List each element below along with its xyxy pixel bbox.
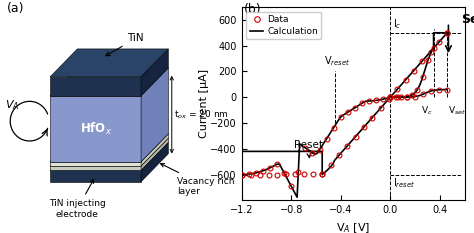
Y-axis label: Current [μA]: Current [μA]	[199, 69, 209, 138]
Polygon shape	[50, 96, 141, 162]
Text: I$_{reset}$: I$_{reset}$	[393, 177, 415, 190]
Text: (b): (b)	[244, 3, 262, 17]
Text: I$_c$: I$_c$	[393, 17, 401, 31]
Text: Reset: Reset	[294, 140, 323, 158]
Text: HfO$_x$: HfO$_x$	[80, 121, 111, 137]
Polygon shape	[141, 134, 168, 166]
Polygon shape	[50, 134, 168, 162]
Polygon shape	[141, 142, 168, 182]
Polygon shape	[50, 138, 168, 166]
Polygon shape	[50, 49, 168, 77]
Polygon shape	[50, 162, 141, 166]
Text: TiN injecting
electrode: TiN injecting electrode	[49, 179, 106, 219]
Text: t$_{ox}$ = 20 nm: t$_{ox}$ = 20 nm	[174, 109, 229, 121]
Polygon shape	[141, 68, 168, 162]
Text: Vacancy rich
layer: Vacancy rich layer	[161, 164, 235, 196]
Text: (a): (a)	[7, 2, 24, 15]
Text: Set: Set	[461, 13, 474, 26]
Polygon shape	[50, 166, 141, 170]
Polygon shape	[50, 170, 141, 182]
Text: V$_c$: V$_c$	[420, 105, 432, 117]
Legend: Data, Calculation: Data, Calculation	[246, 11, 321, 39]
Polygon shape	[50, 68, 168, 96]
Polygon shape	[50, 77, 141, 96]
Text: V$_A$: V$_A$	[5, 98, 20, 112]
Text: V$_{reset}$: V$_{reset}$	[324, 54, 350, 68]
X-axis label: V$_A$ [V]: V$_A$ [V]	[336, 221, 370, 233]
Polygon shape	[141, 49, 168, 96]
Polygon shape	[50, 142, 168, 170]
Text: V$_{set}$: V$_{set}$	[448, 105, 466, 117]
Text: TiN: TiN	[106, 34, 144, 56]
Polygon shape	[141, 138, 168, 170]
